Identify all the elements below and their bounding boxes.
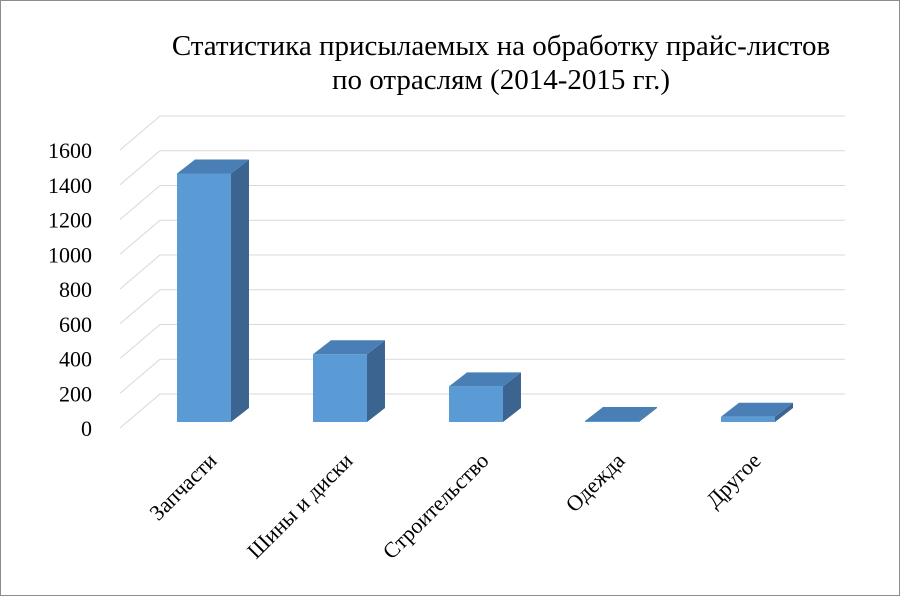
bar: [721, 402, 793, 422]
bar-side: [775, 402, 793, 422]
x-category-label: Запчасти: [144, 448, 221, 525]
bar-front: [449, 386, 503, 422]
chart-title-line-1: Статистика присылаемых на обработку прай…: [171, 30, 831, 62]
bar-front: [721, 416, 775, 422]
gridline: [119, 393, 845, 429]
bar: [449, 372, 521, 422]
bar-side: [639, 407, 657, 422]
bar: [585, 407, 657, 422]
bar-top: [449, 372, 521, 387]
bar-front: [177, 173, 231, 422]
x-category-label: Шины и диски: [242, 448, 358, 564]
gridline: [119, 289, 845, 325]
y-tick-label: 600: [59, 312, 92, 337]
y-tick-label: 1000: [48, 242, 92, 267]
y-tick-label: 1200: [48, 208, 92, 233]
x-category-label: Строительство: [378, 448, 494, 564]
gridline: [119, 254, 845, 290]
chart-title: Статистика присылаемых на обработку прай…: [141, 29, 861, 97]
bar: [313, 340, 385, 422]
y-tick-label: 800: [59, 277, 92, 302]
y-tick-label: 1600: [48, 138, 92, 163]
x-category-label: Другое: [701, 448, 766, 513]
gridline: [119, 115, 845, 151]
chart-title-line-2: по отраслям (2014-2015 гг.): [331, 64, 671, 96]
y-tick-label: 200: [59, 381, 92, 406]
bar-top: [721, 402, 793, 417]
y-tick-label: 0: [81, 416, 92, 441]
y-tick-label: 400: [59, 347, 92, 372]
bar-top: [313, 340, 385, 355]
gridline: [119, 185, 845, 220]
x-category-label: Одежда: [560, 448, 629, 517]
gridline: [119, 324, 845, 359]
bar-front: [313, 354, 367, 422]
bar-front: [585, 421, 639, 422]
bar: [177, 159, 249, 422]
gridline: [119, 219, 845, 255]
bar-top: [177, 159, 249, 174]
bar-side: [231, 159, 249, 422]
bar-side: [367, 340, 385, 422]
bar-top: [585, 407, 657, 421]
gridline: [119, 358, 845, 394]
gridline: [119, 150, 845, 186]
y-tick-label: 1400: [48, 173, 92, 198]
bar-side: [503, 372, 521, 422]
